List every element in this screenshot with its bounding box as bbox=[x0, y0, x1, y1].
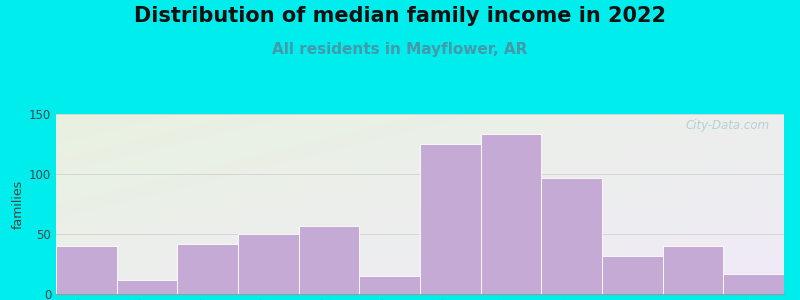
Bar bbox=[359, 276, 420, 294]
Text: Distribution of median family income in 2022: Distribution of median family income in … bbox=[134, 6, 666, 26]
Bar bbox=[662, 246, 723, 294]
Bar bbox=[602, 256, 662, 294]
Bar bbox=[238, 234, 298, 294]
Bar bbox=[481, 134, 542, 294]
Bar bbox=[56, 246, 117, 294]
Bar bbox=[542, 178, 602, 294]
Bar bbox=[723, 274, 784, 294]
Bar bbox=[298, 226, 359, 294]
Text: All residents in Mayflower, AR: All residents in Mayflower, AR bbox=[272, 42, 528, 57]
Y-axis label: families: families bbox=[12, 179, 25, 229]
Bar bbox=[420, 144, 481, 294]
Bar bbox=[178, 244, 238, 294]
Bar bbox=[117, 280, 178, 294]
Text: City-Data.com: City-Data.com bbox=[686, 119, 770, 132]
